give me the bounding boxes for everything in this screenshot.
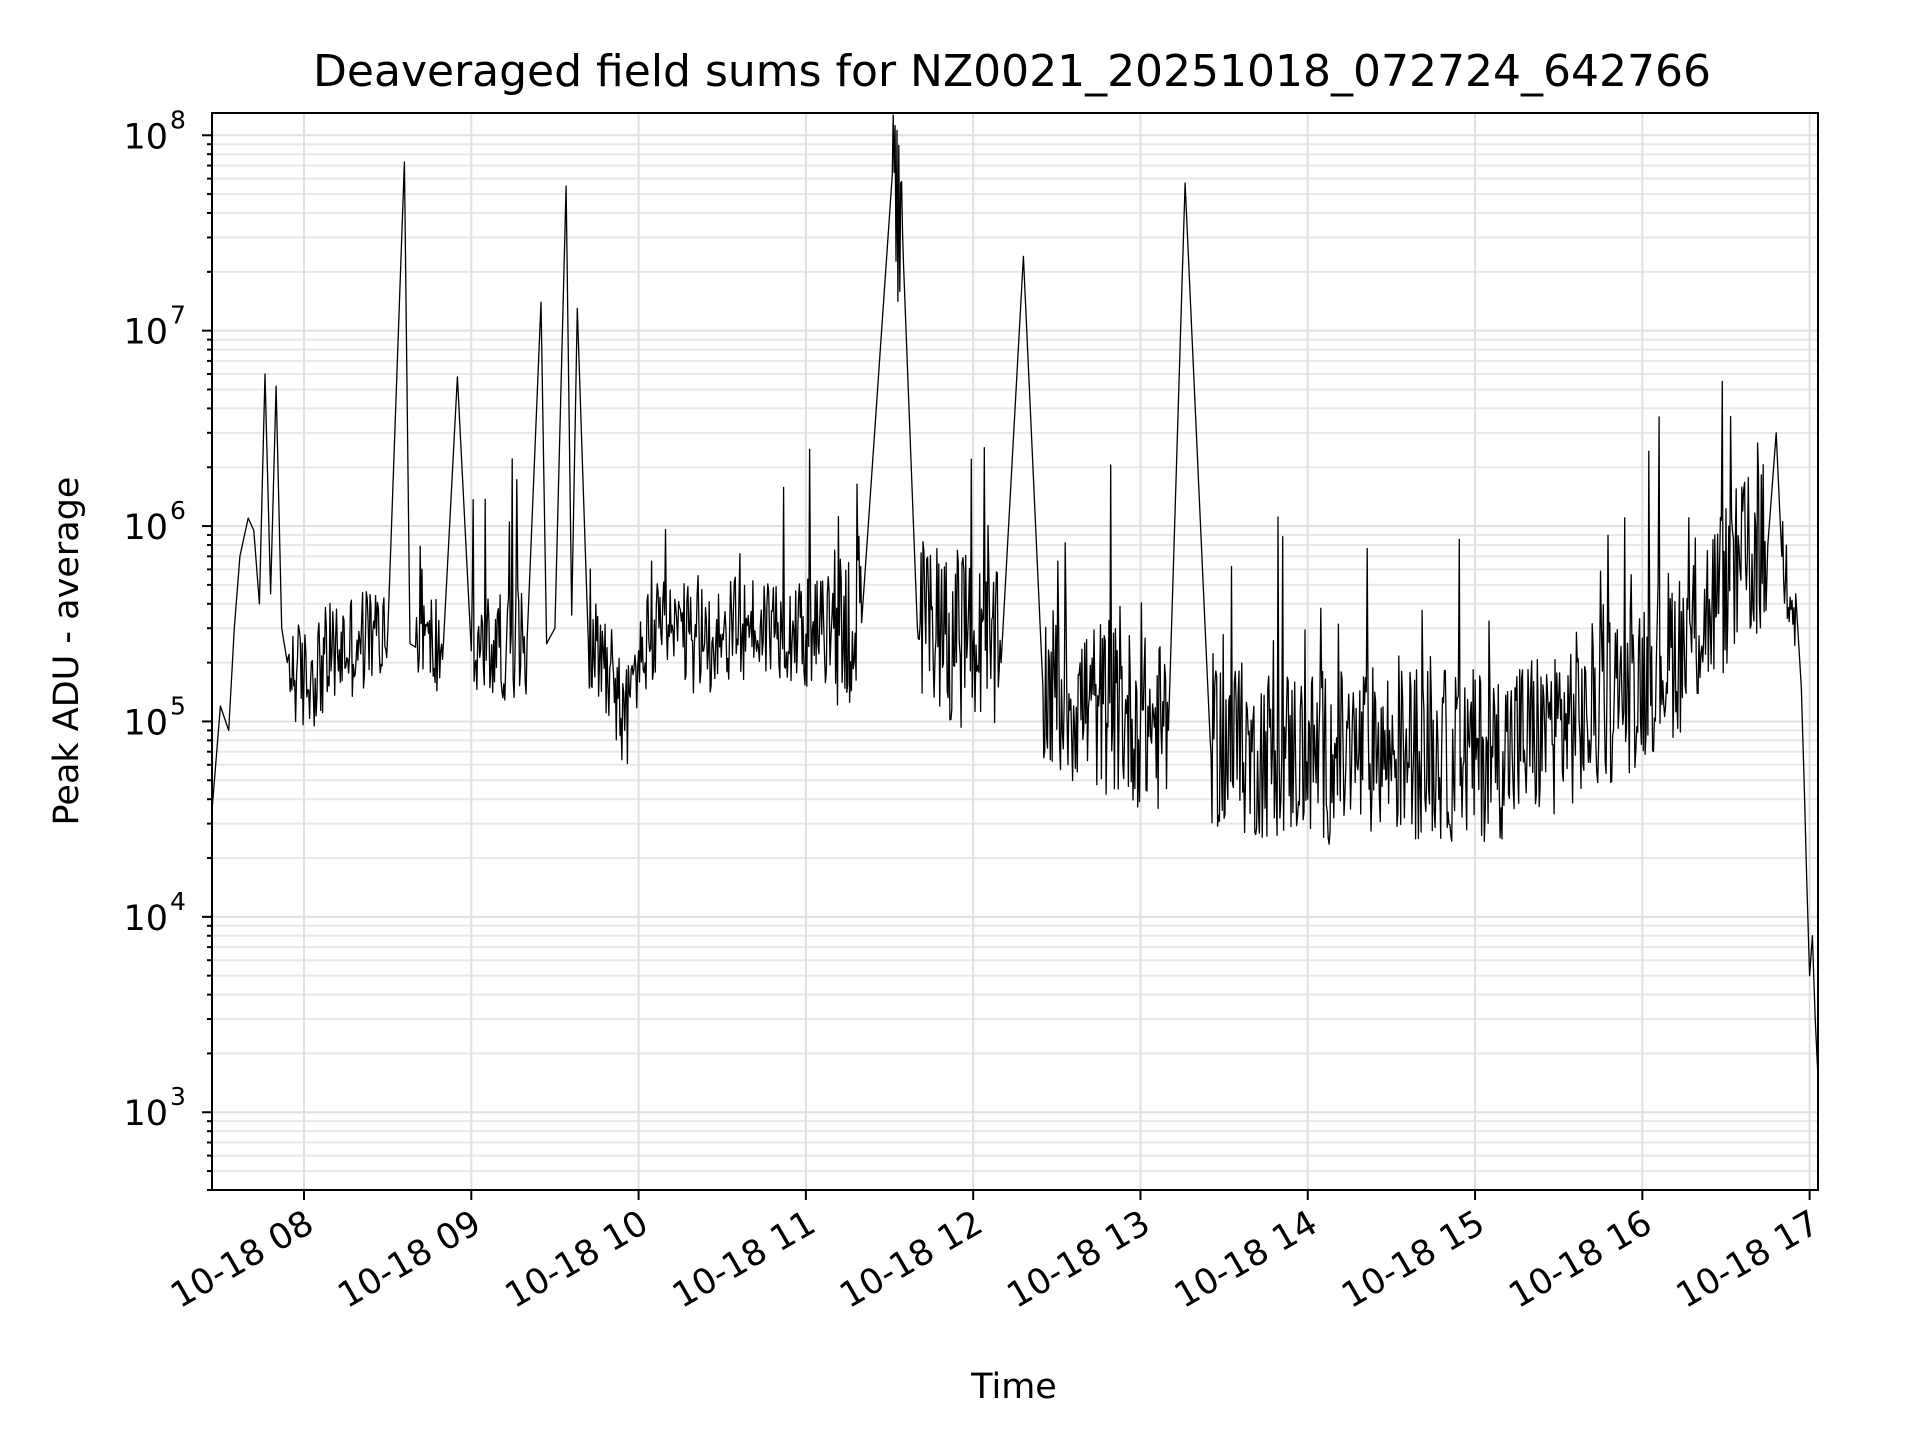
y-tick-exponent: 7 <box>170 301 186 330</box>
y-tick-exponent: 6 <box>170 496 186 525</box>
y-tick-label: 10 <box>123 899 168 939</box>
plot-frame <box>211 112 1819 1191</box>
x-axis-label: Time <box>970 1367 1057 1407</box>
y-tick-label: 10 <box>123 117 168 157</box>
y-tick-label: 10 <box>123 313 168 353</box>
chart-title: Deaveraged field sums for NZ0021_2025101… <box>313 46 1711 97</box>
series-line <box>211 114 1819 1078</box>
y-tick-exponent: 4 <box>170 887 186 916</box>
y-tick-exponent: 3 <box>170 1082 186 1111</box>
y-tick-label: 10 <box>123 703 168 743</box>
y-tick-exponent: 8 <box>170 105 186 134</box>
data-series <box>211 114 1819 1078</box>
y-axis-label: Peak ADU - average <box>47 477 87 826</box>
y-tick-label: 10 <box>123 1094 168 1134</box>
y-tick-exponent: 5 <box>170 691 186 720</box>
grid <box>212 113 1818 1191</box>
y-tick-label: 10 <box>123 508 168 548</box>
